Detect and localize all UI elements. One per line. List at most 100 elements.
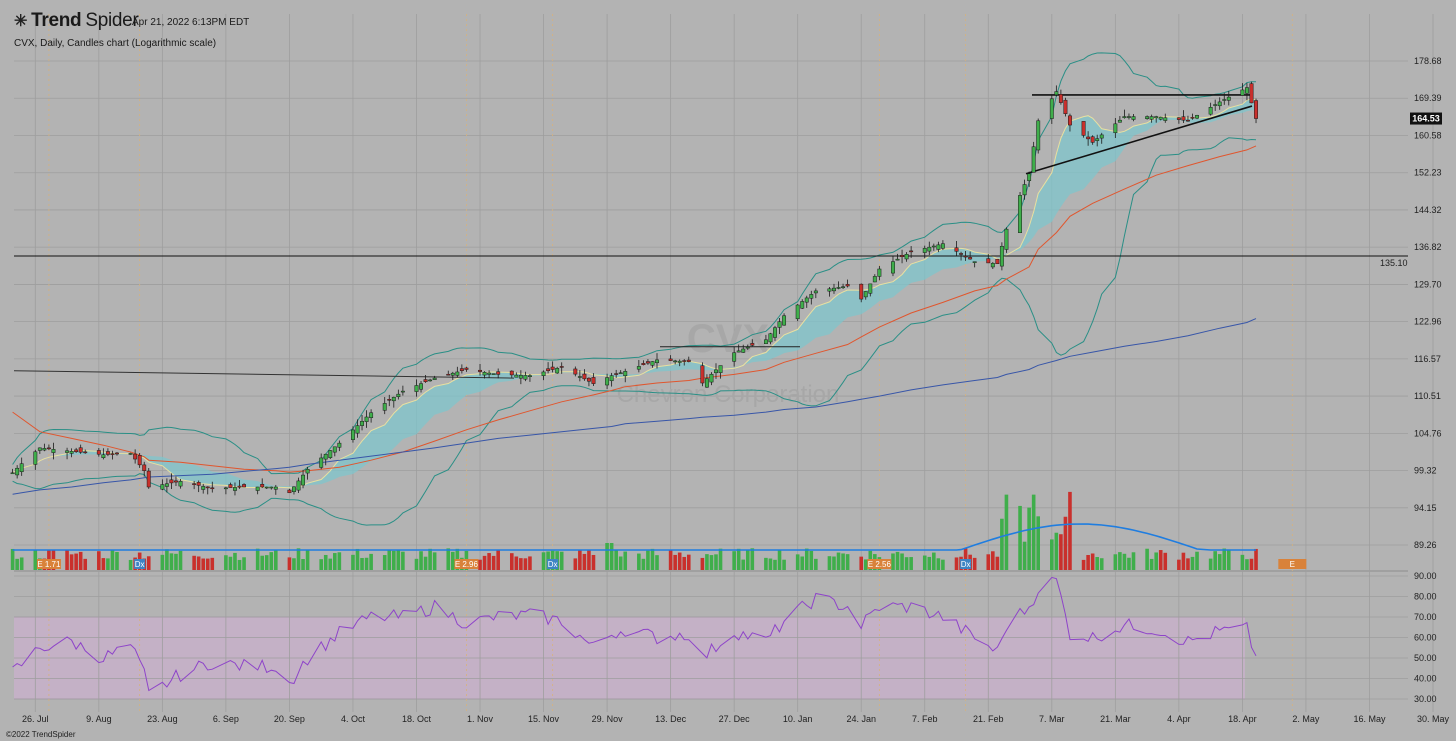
candle	[972, 261, 977, 268]
candle	[205, 486, 210, 495]
candle-body	[605, 377, 610, 386]
candle-body	[1086, 136, 1091, 140]
volume-bar	[523, 558, 528, 570]
watermark-name: Chevron Corporation	[617, 381, 840, 408]
candle	[396, 389, 401, 400]
candle-body	[1022, 184, 1027, 196]
candle-body	[677, 360, 682, 363]
candle-body	[959, 253, 964, 255]
volume-bar	[15, 558, 19, 570]
candle	[741, 344, 746, 353]
date-axis-tick: 20. Sep	[274, 714, 305, 724]
candle-body	[233, 487, 237, 491]
event-tag-label: E 2.56	[868, 560, 892, 569]
candle	[450, 371, 455, 380]
volume-bar	[1122, 553, 1127, 570]
volume-bar	[1118, 552, 1122, 570]
candle-body	[641, 363, 646, 366]
candle	[714, 363, 718, 379]
volume-bar	[623, 551, 628, 570]
volume-bar	[986, 554, 991, 570]
candle-body	[305, 469, 310, 474]
volume-bar	[1036, 516, 1040, 570]
candle	[859, 283, 864, 303]
candle-body	[33, 451, 38, 465]
volume-bar	[174, 553, 178, 570]
candle-body	[128, 453, 133, 455]
candle	[319, 453, 324, 470]
candle-body	[1122, 116, 1127, 119]
candle	[514, 372, 519, 378]
candle	[273, 484, 278, 495]
volume-bar	[97, 551, 101, 570]
event-tag-label: Dx	[961, 560, 971, 569]
candle-body	[1027, 173, 1032, 181]
candle-body	[655, 359, 659, 364]
candle	[673, 359, 678, 365]
candle	[813, 288, 818, 299]
candle	[968, 251, 973, 260]
candle-body	[1240, 89, 1245, 96]
price-panel	[14, 14, 1408, 570]
date-axis-tick: 15. Nov	[528, 714, 560, 724]
candle-body	[668, 358, 673, 361]
volume-bar	[1154, 552, 1158, 570]
candle-body	[369, 412, 374, 418]
candle	[750, 339, 755, 347]
volume-bar	[396, 550, 401, 570]
candle	[940, 240, 945, 250]
candle-body	[83, 451, 88, 454]
candle	[732, 346, 737, 367]
candle	[296, 477, 301, 494]
candle	[763, 334, 768, 345]
candle	[223, 486, 228, 495]
candle-body	[922, 248, 927, 253]
event-tag-bg	[134, 559, 146, 569]
volume-bar	[650, 548, 655, 570]
candle	[15, 465, 20, 479]
volume-bar	[301, 559, 305, 570]
candle-body	[355, 425, 360, 434]
price-axis-tick: 178.68	[1414, 56, 1442, 66]
candle	[1122, 109, 1127, 119]
candle-body	[990, 263, 995, 268]
candle-body	[1217, 101, 1222, 107]
price-axis-tick: 136.82	[1414, 242, 1442, 252]
volume-bar	[836, 552, 841, 570]
volume-bar	[401, 551, 405, 570]
volume-bar	[782, 559, 786, 570]
candle	[169, 473, 174, 489]
candle-body	[296, 480, 301, 491]
event-tag-label: Dx	[548, 560, 558, 569]
candle-body	[74, 449, 79, 453]
candle-body	[1099, 134, 1104, 139]
candle	[954, 241, 959, 256]
candle-body	[419, 383, 423, 390]
volume-bar	[909, 557, 913, 570]
candle	[550, 361, 555, 373]
date-axis-tick: 24. Jan	[846, 714, 876, 724]
volume-bar	[482, 555, 487, 570]
candle-body	[582, 373, 587, 380]
volume-bar	[274, 549, 278, 570]
volume-bar	[228, 556, 233, 570]
chart-timestamp: Apr 21, 2022 6:13PM EDT	[132, 17, 250, 28]
volume-bar	[1254, 548, 1258, 570]
volume-bar	[1208, 558, 1213, 570]
candle-body	[323, 453, 328, 460]
candle	[201, 483, 206, 494]
candle	[1086, 131, 1091, 146]
candle	[233, 482, 237, 496]
volume-bar	[428, 548, 432, 570]
candle	[478, 364, 482, 376]
candle	[400, 385, 405, 396]
candle-body	[650, 361, 655, 366]
watermark-ticker: CVX	[687, 317, 770, 361]
volume-bar	[1113, 554, 1118, 570]
volume-bar	[146, 556, 151, 570]
volume-bar	[800, 556, 805, 570]
volume-bar	[1054, 532, 1059, 570]
candle	[709, 372, 714, 386]
candle	[391, 396, 396, 408]
